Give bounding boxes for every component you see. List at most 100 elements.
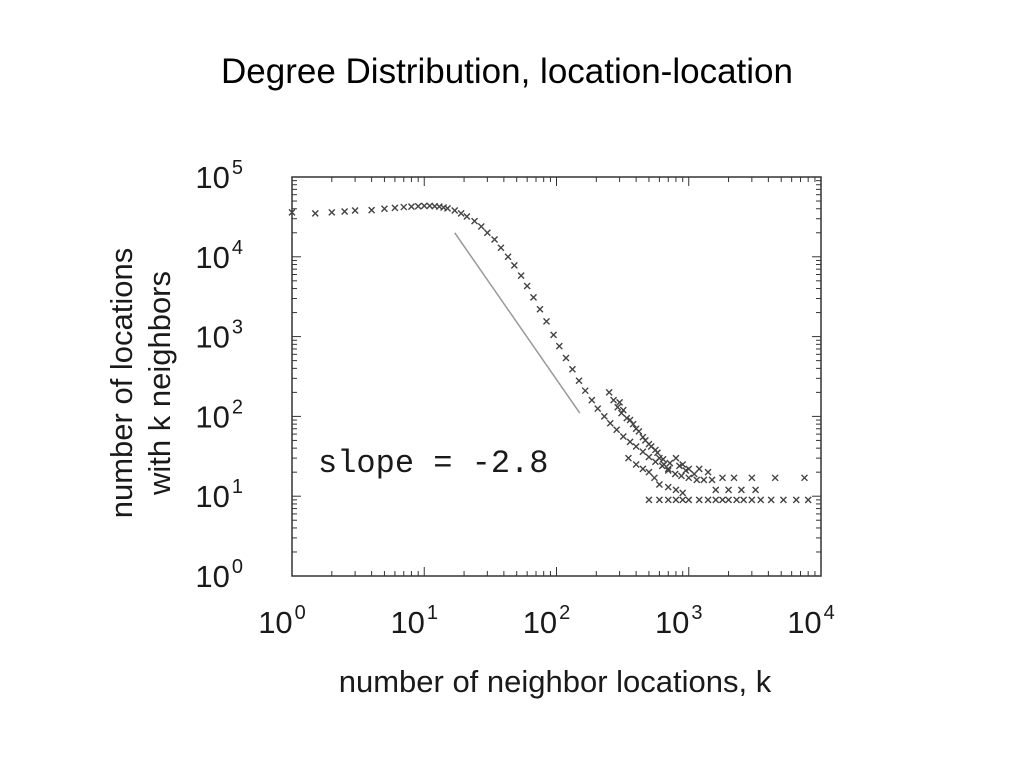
data-point [712, 496, 720, 504]
data-point [617, 409, 625, 417]
data-point [477, 222, 485, 230]
data-point [639, 448, 647, 456]
data-point [672, 454, 680, 462]
data-point [666, 459, 674, 467]
x-tick-label: 10 4 [787, 602, 835, 640]
data-point [719, 496, 727, 504]
data-point [704, 496, 712, 504]
y-axis-label-line2: with k neighbors [142, 271, 177, 496]
data-point [420, 202, 428, 210]
data-point [581, 387, 589, 395]
data-point [575, 377, 583, 385]
data-point [624, 454, 632, 462]
data-point [632, 460, 640, 468]
data-point [719, 474, 727, 482]
data-point [605, 388, 613, 396]
data-point [664, 483, 672, 491]
data-point [650, 474, 658, 482]
x-tick-label: 10 3 [655, 602, 703, 640]
slope-line [454, 232, 581, 414]
minor-ticks [291, 177, 821, 577]
data-point [400, 203, 408, 211]
data-point [712, 486, 720, 494]
data-point [550, 331, 558, 339]
x-axis-label: number of neighbor locations, k [339, 664, 772, 699]
data-point [391, 204, 399, 212]
data-point [752, 486, 760, 494]
x-tick-label: 10 2 [523, 602, 571, 640]
slide-title: Degree Distribution, location-location [221, 52, 793, 91]
data-point [685, 474, 693, 482]
data-point [632, 442, 640, 450]
data-point [672, 486, 680, 494]
data-point [504, 253, 512, 261]
slope-annotation: slope = -2.8 [318, 445, 548, 482]
data-point [471, 217, 479, 225]
y-axis-label-line1: number of locations [104, 248, 139, 519]
data-point [748, 496, 756, 504]
data-point [655, 481, 663, 489]
data-point [730, 474, 738, 482]
scatter-points [288, 202, 812, 504]
data-point [700, 476, 708, 484]
data-point [645, 468, 653, 476]
data-point [588, 396, 596, 404]
data-point [690, 470, 698, 478]
data-point [664, 465, 672, 473]
data-point [771, 474, 779, 482]
data-point [671, 470, 679, 478]
data-point [704, 468, 712, 476]
data-point [725, 486, 733, 494]
data-point [483, 229, 491, 237]
data-point [288, 208, 296, 216]
data-point [530, 293, 537, 301]
data-point [645, 453, 653, 461]
data-point [368, 206, 376, 214]
data-point [804, 496, 812, 504]
data-point [737, 486, 745, 494]
y-tick-label: 10 1 [195, 476, 243, 514]
data-point [682, 466, 690, 474]
y-axis-label: number of locations with k neighbors [104, 248, 177, 519]
data-point [311, 209, 319, 217]
data-point [664, 466, 672, 474]
data-point [610, 396, 618, 404]
data-point [623, 414, 631, 422]
data-point [693, 476, 701, 484]
data-point [616, 398, 624, 406]
data-point [639, 465, 647, 473]
data-point [679, 496, 687, 504]
data-point [536, 305, 544, 313]
y-tick-label: 10 4 [195, 237, 243, 275]
data-point [629, 420, 637, 428]
data-point [779, 496, 787, 504]
data-point [328, 208, 336, 216]
data-point [510, 261, 518, 269]
data-point [675, 462, 683, 470]
data-point [792, 496, 800, 504]
data-point [695, 496, 703, 504]
data-point [708, 476, 716, 484]
data-point [725, 496, 733, 504]
data-point [341, 207, 349, 215]
y-tick-label: 10 3 [195, 317, 243, 355]
data-point [626, 438, 634, 446]
x-tick-label: 10 0 [258, 602, 306, 640]
data-point [497, 244, 505, 252]
data-point [407, 203, 415, 211]
data-point [748, 474, 756, 482]
plot-frame [291, 176, 822, 577]
x-tick-label: 10 1 [390, 602, 438, 640]
data-point [614, 403, 622, 411]
data-point [659, 455, 667, 463]
data-point [655, 496, 663, 504]
data-point [619, 432, 627, 440]
data-point [351, 207, 359, 215]
data-point [542, 317, 550, 325]
data-point [606, 419, 614, 427]
data-point [695, 465, 703, 473]
data-point [733, 496, 741, 504]
data-point [523, 282, 531, 290]
